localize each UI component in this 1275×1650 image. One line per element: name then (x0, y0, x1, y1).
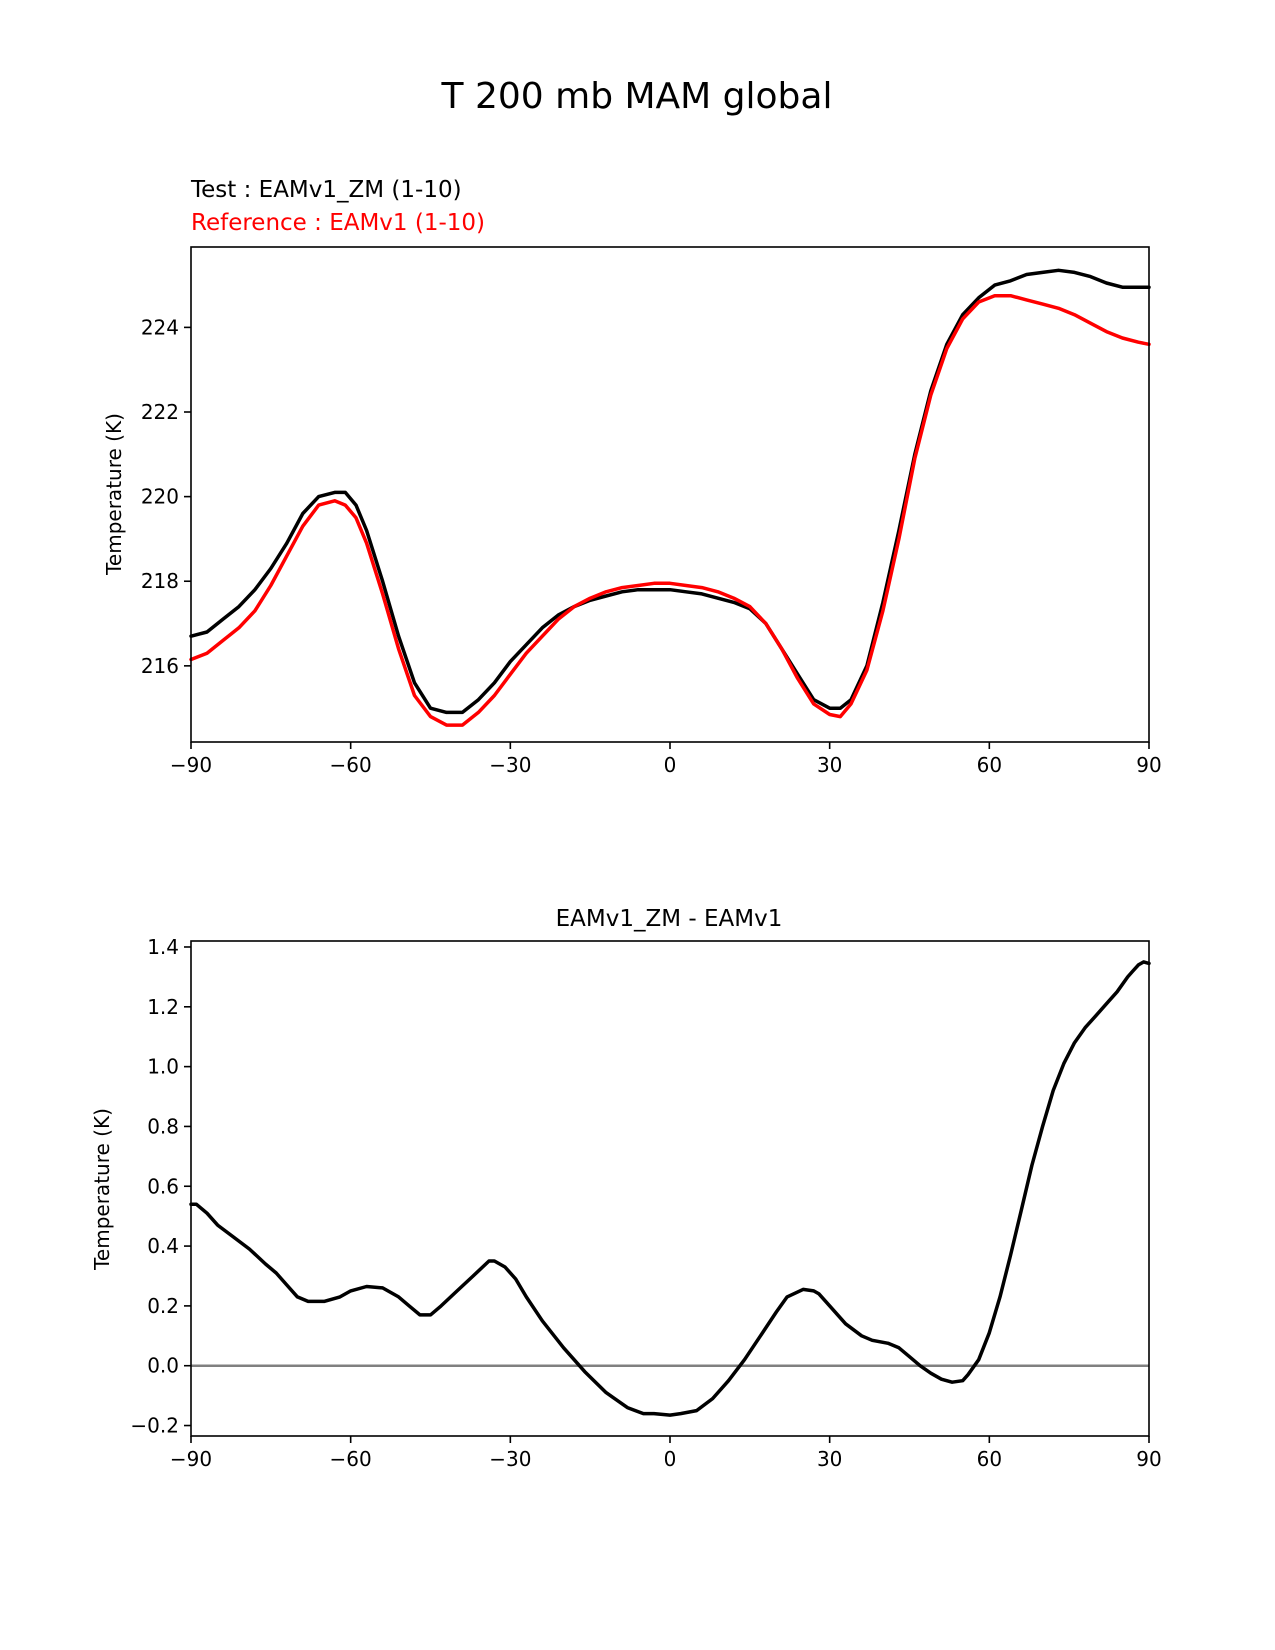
figure-title: T 200 mb MAM global (441, 76, 833, 117)
x-tick-label: −30 (489, 1447, 531, 1471)
y-tick-label: 216 (141, 654, 179, 678)
x-tick-label: 90 (1136, 753, 1161, 777)
x-tick-label: 30 (817, 753, 842, 777)
x-tick-label: −60 (330, 1447, 372, 1471)
x-tick-label: 0 (664, 753, 677, 777)
series-line-eamv1_zm (189, 960, 1151, 1417)
top-chart: Test : EAMv1_ZM (1-10) Reference : EAMv1… (102, 177, 1162, 777)
top-plot-area: −90 −60 −30 0 30 60 90 216 218 220 222 224 (141, 246, 1162, 777)
y-tick-label: 0.6 (147, 1174, 179, 1198)
y-tick-label: 1.2 (147, 995, 179, 1019)
y-tick-label: 220 (141, 485, 179, 509)
x-tick-label: 60 (977, 753, 1002, 777)
x-tick-label: 60 (977, 1447, 1002, 1471)
x-tick-label: −30 (489, 753, 531, 777)
y-tick-label: 0.4 (147, 1234, 179, 1258)
axes-frame (190, 940, 1150, 1437)
y-tick-label: −0.2 (130, 1414, 179, 1438)
axes-frame (190, 246, 1150, 743)
series-line-test (189, 268, 1151, 715)
x-tick-label: −90 (170, 1447, 212, 1471)
y-tick-label: 224 (141, 315, 179, 339)
y-tick-label: 218 (141, 569, 179, 593)
x-tick-label: −60 (330, 753, 372, 777)
x-tick-label: −90 (170, 753, 212, 777)
top-chart-subtitle-reference: Reference : EAMv1 (1-10) (191, 210, 485, 236)
x-tick-label: 30 (817, 1447, 842, 1471)
y-tick-label: 0.2 (147, 1294, 179, 1318)
y-tick-label: 0.0 (147, 1354, 179, 1378)
y-tick-label: 0.8 (147, 1114, 179, 1138)
x-tick-label: 0 (664, 1447, 677, 1471)
bottom-chart-title: EAMv1_ZM - EAMv1 (556, 906, 783, 932)
y-tick-label: 1.4 (147, 935, 179, 959)
bottom-chart: EAMv1_ZM - EAMv1 Temperature (K) −90 −60−… (90, 906, 1162, 1471)
top-chart-ylabel: Temperature (K) (102, 413, 126, 576)
bottom-chart-ylabel: Temperature (K) (90, 1108, 114, 1271)
x-tick-label: 90 (1136, 1447, 1161, 1471)
top-chart-subtitle-test: Test : EAMv1_ZM (1-10) (190, 177, 462, 203)
y-tick-label: 222 (141, 400, 179, 424)
bottom-plot-area: −90 −60 −30 0 30 60 90 −0.2 0.0 0.2 0.4 0.6 0.8 1.0 1.… (130, 935, 1161, 1471)
series-line-reference (189, 293, 1151, 727)
y-tick-label: 1.0 (147, 1055, 179, 1079)
